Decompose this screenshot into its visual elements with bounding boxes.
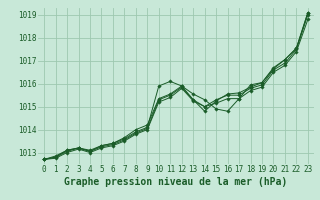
X-axis label: Graphe pression niveau de la mer (hPa): Graphe pression niveau de la mer (hPa) [64,177,288,187]
